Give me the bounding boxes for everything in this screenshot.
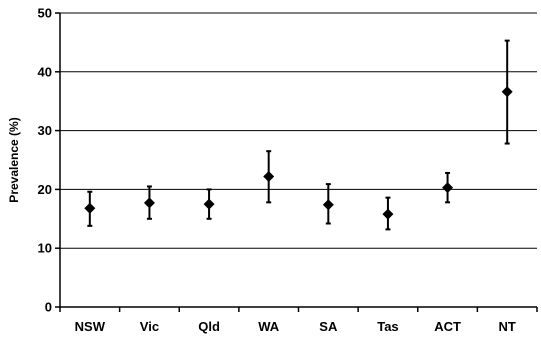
y-tick-label: 0 <box>45 300 52 315</box>
y-tick-label: 20 <box>38 182 52 197</box>
x-tick-label: ACT <box>434 319 461 334</box>
data-point-qld <box>203 188 215 220</box>
x-tick-label: Vic <box>140 319 159 334</box>
diamond-marker <box>501 86 513 98</box>
data-point-sa <box>322 183 334 225</box>
diamond-marker <box>84 202 96 214</box>
x-tick-labels: NSW Vic Qld WA SA Tas ACT NT <box>75 319 516 334</box>
x-tick-label: SA <box>319 319 338 334</box>
diamond-marker <box>143 197 155 209</box>
y-tick-labels: 0 10 20 30 40 50 <box>38 6 52 315</box>
y-axis-title: Prevalence (%) <box>7 117 21 202</box>
data-point-nt <box>501 39 513 145</box>
diamond-marker <box>382 208 394 220</box>
data-point-tas <box>382 196 394 231</box>
data-point-wa <box>263 150 275 204</box>
diamond-marker <box>322 199 334 211</box>
y-tick-label: 30 <box>38 123 52 138</box>
diamond-marker <box>203 198 215 210</box>
y-tick-label: 10 <box>38 241 52 256</box>
x-tick-label: WA <box>258 319 280 334</box>
diamond-marker <box>263 170 275 182</box>
diamond-marker <box>442 182 454 194</box>
data-point-vic <box>143 185 155 220</box>
axes <box>55 12 538 312</box>
x-tick-label: Qld <box>198 319 220 334</box>
data-point-act <box>442 171 454 204</box>
gridlines <box>60 12 537 249</box>
x-tick-label: NT <box>499 319 516 334</box>
y-tick-label: 40 <box>38 64 52 79</box>
data-marks <box>84 39 513 231</box>
x-tick-label: NSW <box>75 319 106 334</box>
data-point-nsw <box>84 190 96 227</box>
x-tick-label: Tas <box>377 319 398 334</box>
y-tick-label: 50 <box>38 6 52 21</box>
